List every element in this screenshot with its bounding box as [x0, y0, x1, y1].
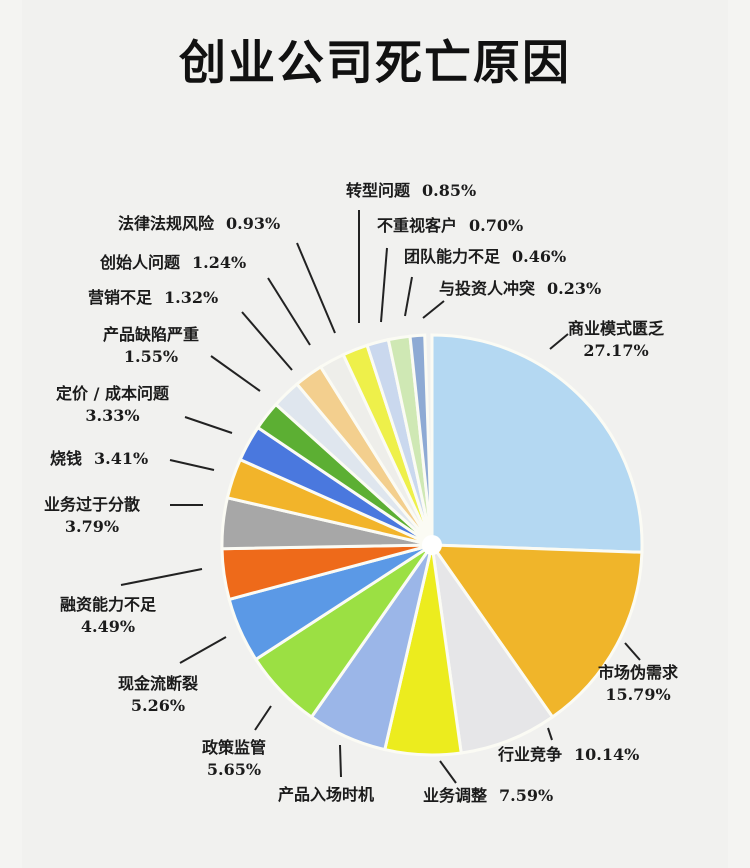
- slice-label-text: 现金流断裂: [118, 674, 199, 693]
- slice-label: 融资能力不足 4.49%: [60, 594, 156, 638]
- slice-label-text: 产品入场时机: [278, 785, 375, 804]
- slice-label: 行业竞争 10.14%: [498, 744, 639, 766]
- slice-label-text: 商业模式匮乏: [568, 319, 665, 338]
- slice-label: 不重视客户 0.70%: [377, 215, 523, 237]
- slice-label: 政策监管 5.65%: [202, 737, 266, 781]
- slice-label-text: 行业竞争: [498, 745, 563, 764]
- slice-label: 产品缺陷严重 1.55%: [103, 324, 199, 368]
- slice-label: 创始人问题 1.24%: [100, 252, 246, 274]
- leader-line: [267, 277, 311, 346]
- slice-label-percent: 5.65%: [206, 760, 262, 779]
- slice-label-text: 融资能力不足: [60, 595, 157, 614]
- slice-label: 营销不足 1.32%: [88, 287, 218, 309]
- slice-label-percent: 10.14%: [574, 745, 640, 764]
- slice-label-percent: 5.26%: [130, 696, 186, 715]
- slice-label: 现金流断裂 5.26%: [118, 673, 198, 717]
- slice-label: 业务调整 7.59%: [423, 785, 553, 807]
- slice-label-percent: 0.85%: [422, 181, 477, 200]
- leader-line: [422, 300, 445, 319]
- pie-slice: [408, 333, 434, 546]
- slice-label-percent: 3.41%: [94, 449, 149, 468]
- slice-label-percent: 27.17%: [583, 341, 649, 360]
- slice-label: 商业模式匮乏 27.17%: [568, 318, 664, 362]
- slice-label: 烧钱 3.41%: [50, 448, 148, 470]
- pie-center: [422, 535, 442, 555]
- slice-label: 转型问题 0.85%: [346, 180, 476, 202]
- slice-label-text: 烧钱: [50, 449, 83, 468]
- slice-label-text: 市场伪需求: [598, 663, 679, 682]
- slice-label-percent: 0.93%: [226, 214, 281, 233]
- leader-line: [624, 642, 641, 661]
- slice-label-text: 产品缺陷严重: [103, 325, 200, 344]
- leader-line: [254, 705, 272, 731]
- slice-label-text: 不重视客户: [377, 216, 458, 235]
- slice-label-percent: 1.55%: [123, 347, 179, 366]
- slice-label-percent: 15.79%: [605, 685, 671, 704]
- slice-label: 定价 / 成本问题 3.33%: [56, 383, 169, 427]
- slice-label-percent: 0.23%: [547, 279, 602, 298]
- slice-label-text: 定价 / 成本问题: [56, 384, 169, 403]
- pie-slice: [429, 543, 644, 720]
- leader-line: [439, 760, 457, 784]
- leader-line: [380, 247, 388, 323]
- slice-label-text: 法律法规风险: [118, 214, 215, 233]
- slice-label-percent: 1.24%: [192, 253, 247, 272]
- leader-line: [241, 311, 293, 371]
- slice-label-percent: 0.70%: [469, 216, 524, 235]
- slice-label-text: 与投资人冲突: [439, 279, 536, 298]
- pie-slice: [430, 333, 644, 554]
- slice-label-text: 转型问题: [346, 181, 411, 200]
- leader-line: [184, 416, 233, 434]
- slice-label: 产品入场时机: [278, 784, 374, 806]
- slice-label-percent: 1.32%: [164, 288, 219, 307]
- leader-line: [169, 459, 215, 471]
- slice-label-percent: 7.59%: [499, 786, 554, 805]
- slice-label-text: 业务调整: [423, 786, 488, 805]
- slice-label-text: 团队能力不足: [404, 247, 501, 266]
- leader-line: [547, 727, 553, 741]
- pie-slice: [430, 544, 555, 755]
- leader-line: [549, 333, 569, 350]
- chart-title: 创业公司死亡原因: [179, 36, 571, 91]
- leader-line: [210, 355, 261, 392]
- slice-label-text: 创始人问题: [100, 253, 181, 272]
- slice-label-text: 营销不足: [88, 288, 153, 307]
- leader-line: [179, 636, 227, 664]
- pie-slices: [220, 333, 644, 757]
- leader-line: [339, 744, 342, 778]
- slice-label-percent: 3.33%: [85, 406, 140, 425]
- slice-label: 与投资人冲突 0.23%: [439, 278, 601, 300]
- slice-label: 法律法规风险 0.93%: [118, 213, 280, 235]
- slice-label-percent: 0.46%: [512, 247, 567, 266]
- leader-lines: [120, 210, 641, 784]
- slice-label-percent: 4.49%: [80, 617, 136, 636]
- slice-label: 市场伪需求 15.79%: [598, 662, 678, 706]
- slice-label: 业务过于分散 3.79%: [44, 494, 140, 538]
- slice-label-text: 业务过于分散: [44, 495, 141, 514]
- slice-label-percent: 3.79%: [64, 517, 120, 536]
- leader-line: [296, 242, 336, 334]
- leader-line: [120, 568, 203, 586]
- slice-label-text: 政策监管: [202, 738, 267, 757]
- slice-label: 团队能力不足 0.46%: [404, 246, 566, 268]
- leader-line: [404, 276, 413, 317]
